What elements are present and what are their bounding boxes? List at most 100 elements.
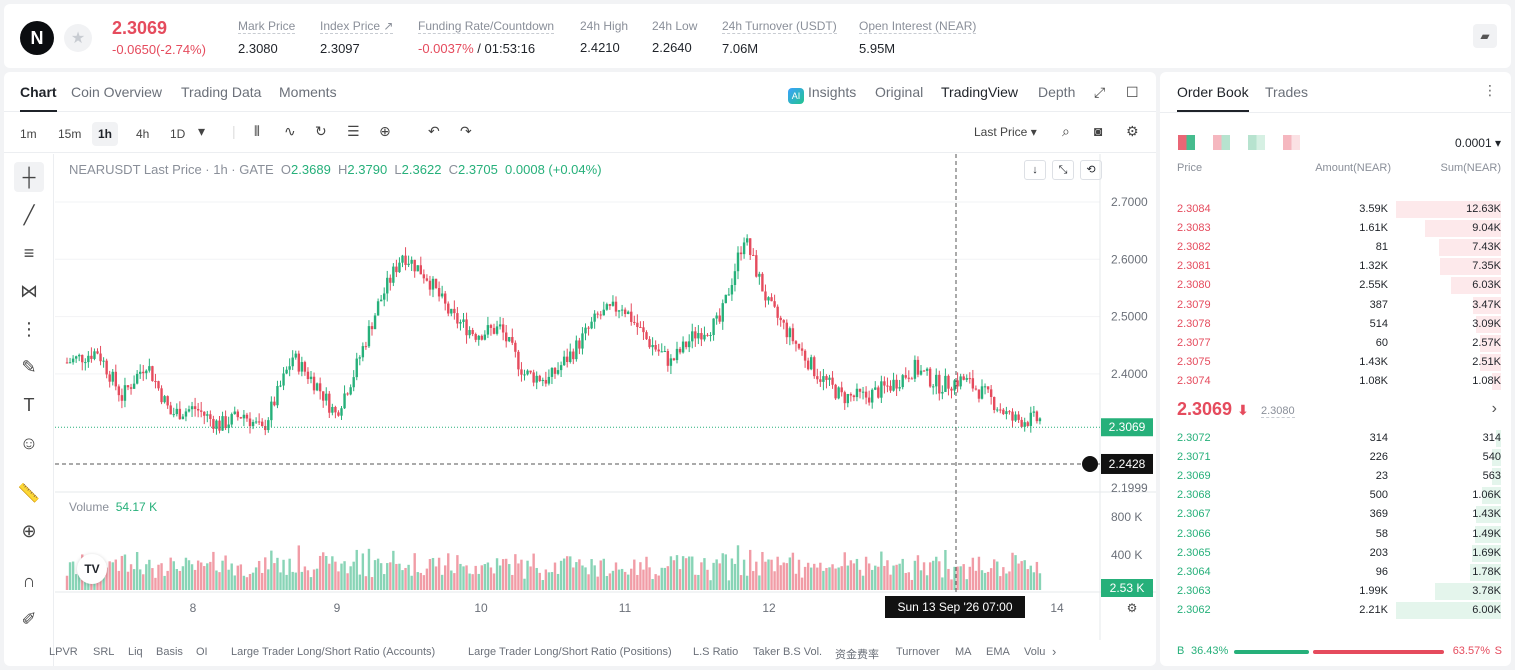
chart-area[interactable]: 2.7000 2.6000 2.5000 2.4000 2.1999 800 K 400 K… bbox=[49, 154, 1156, 666]
redo-icon[interactable]: ↷ bbox=[460, 123, 472, 139]
add-alert-icon[interactable]: ⊕ bbox=[379, 123, 391, 139]
bid-row[interactable]: 2.3068 500 1.06K bbox=[1160, 486, 1511, 505]
tab-trades[interactable]: Trades bbox=[1265, 84, 1309, 100]
bid-row[interactable]: 2.3067 369 1.43K bbox=[1160, 505, 1511, 524]
ask-row[interactable]: 2.3080 2.55K 6.03K bbox=[1160, 276, 1511, 295]
refresh-icon[interactable]: ⟲ bbox=[1080, 160, 1102, 180]
lock-icon[interactable]: ✐ bbox=[21, 608, 37, 629]
timeframe-1m[interactable]: 1m bbox=[20, 127, 37, 141]
tab-moments[interactable]: Moments bbox=[279, 84, 337, 100]
bid-row[interactable]: 2.3069 23 563 bbox=[1160, 467, 1511, 486]
indicator-ema[interactable]: EMA bbox=[986, 646, 1010, 658]
bid-row[interactable]: 2.3063 1.99K 3.78K bbox=[1160, 582, 1511, 601]
pattern-icon[interactable]: ⋈ bbox=[20, 280, 38, 301]
undo-icon[interactable]: ↶ bbox=[428, 123, 440, 139]
indicator-basis[interactable]: Basis bbox=[156, 646, 183, 658]
ask-row[interactable]: 2.3084 3.59K 12.63K bbox=[1160, 200, 1511, 219]
view-bids-icon[interactable] bbox=[1248, 135, 1265, 150]
ob-amount: 314 bbox=[1369, 432, 1388, 444]
ask-row[interactable]: 2.3079 387 3.47K bbox=[1160, 296, 1511, 315]
precision-select[interactable]: 0.0001 ▾ bbox=[1454, 136, 1501, 150]
insights-button[interactable]: AI Insights bbox=[788, 84, 856, 104]
ask-row[interactable]: 2.3081 1.32K 7.35K bbox=[1160, 257, 1511, 276]
favorite-star-icon[interactable]: ★ bbox=[64, 24, 92, 52]
indicator-ls-accounts[interactable]: Large Trader Long/Short Ratio (Accounts) bbox=[231, 646, 436, 658]
bid-row[interactable]: 2.3072 314 314 bbox=[1160, 429, 1511, 448]
brush-icon[interactable]: ✎ bbox=[21, 356, 37, 377]
expand-icon[interactable]: ⤢ bbox=[1094, 84, 1106, 100]
indicator-turnover[interactable]: Turnover bbox=[896, 646, 940, 658]
candle-type-icon[interactable]: ⫴ bbox=[254, 123, 260, 139]
bid-row[interactable]: 2.3066 58 1.49K bbox=[1160, 525, 1511, 544]
candle-body bbox=[877, 387, 880, 398]
crosshair-icon[interactable]: ┼ bbox=[14, 162, 44, 192]
indicator-liq[interactable]: Liq bbox=[128, 646, 143, 658]
volume-bar bbox=[437, 557, 441, 590]
bid-row[interactable]: 2.3071 226 540 bbox=[1160, 448, 1511, 467]
ruler-icon[interactable]: 📏 bbox=[17, 482, 41, 503]
indicators-icon[interactable]: ∿ bbox=[284, 123, 296, 139]
candle-body bbox=[236, 411, 239, 418]
indicator-taker-vol[interactable]: Taker B.S Vol. bbox=[753, 646, 823, 658]
view-tradingview[interactable]: TradingView bbox=[941, 84, 1019, 100]
bid-row[interactable]: 2.3064 96 1.78K bbox=[1160, 563, 1511, 582]
stat-funding-rate[interactable]: Funding Rate/Countdown -0.0037% / 01:53:… bbox=[418, 18, 555, 56]
compare-icon[interactable]: ↻ bbox=[315, 123, 327, 139]
candle-body bbox=[709, 335, 712, 337]
window-icon[interactable]: ☐ bbox=[1126, 84, 1139, 100]
tab-chart[interactable]: Chart bbox=[20, 84, 57, 112]
indicator-oi[interactable]: OI bbox=[196, 646, 208, 658]
timeframe-4h[interactable]: 4h bbox=[136, 127, 150, 141]
bid-row[interactable]: 2.3065 203 1.69K bbox=[1160, 544, 1511, 563]
camera-icon[interactable]: ◙ bbox=[1094, 123, 1103, 139]
timeframe-15m[interactable]: 15m bbox=[58, 127, 82, 141]
ask-row[interactable]: 2.3074 1.08K 1.08K bbox=[1160, 372, 1511, 391]
text-icon[interactable]: T bbox=[23, 394, 35, 415]
trend-line-icon[interactable]: ╱ bbox=[23, 204, 35, 225]
settings-gear-icon[interactable]: ⚙ bbox=[1126, 123, 1139, 139]
view-asks-icon[interactable] bbox=[1283, 135, 1300, 150]
indicator-ls-ratio[interactable]: L.S Ratio bbox=[693, 646, 739, 658]
view-split-icon[interactable] bbox=[1213, 135, 1230, 150]
stat-index-price[interactable]: Index Price ↗ 2.3097 bbox=[320, 18, 394, 56]
candle-body bbox=[831, 377, 834, 385]
price-type-select[interactable]: Last Price ▾ bbox=[974, 125, 1037, 139]
indicator-funding-rate[interactable]: 资金费率 bbox=[835, 649, 879, 661]
price-chart-svg[interactable]: 2.7000 2.6000 2.5000 2.4000 2.1999 800 K 400 K… bbox=[55, 154, 1156, 640]
more-menu-icon[interactable]: ⋮ bbox=[1483, 82, 1497, 98]
ask-row[interactable]: 2.3077 60 2.57K bbox=[1160, 334, 1511, 353]
ask-row[interactable]: 2.3078 514 3.09K bbox=[1160, 315, 1511, 334]
indicator-volume[interactable]: Volu bbox=[1024, 646, 1046, 658]
candle-body bbox=[248, 418, 252, 427]
timeframe-1h[interactable]: 1h bbox=[92, 122, 119, 146]
fib-icon[interactable]: ⋮ bbox=[20, 318, 38, 339]
chevron-right-icon[interactable]: › bbox=[1052, 644, 1057, 659]
ask-row[interactable]: 2.3082 81 7.43K bbox=[1160, 238, 1511, 257]
indicator-ma[interactable]: MA bbox=[955, 646, 972, 658]
volume-bar bbox=[111, 562, 114, 590]
zoom-in-icon[interactable]: ⊕ bbox=[21, 520, 37, 541]
scroll-down-icon[interactable]: ↓ bbox=[1024, 160, 1046, 180]
guide-book-icon[interactable]: ▰ bbox=[1473, 24, 1497, 48]
ask-row[interactable]: 2.3075 1.43K 2.51K bbox=[1160, 353, 1511, 372]
magnet-icon[interactable]: ∩ bbox=[22, 570, 36, 591]
indicator-ls-positions[interactable]: Large Trader Long/Short Ratio (Positions… bbox=[468, 646, 672, 658]
indicator-srl[interactable]: SRL bbox=[93, 646, 115, 658]
timeframe-dropdown-icon[interactable]: ▾ bbox=[198, 123, 206, 139]
chevron-right-icon[interactable]: › bbox=[1491, 400, 1497, 417]
view-original[interactable]: Original bbox=[875, 84, 924, 100]
emoji-icon[interactable]: ☺ bbox=[19, 432, 39, 453]
indicator-lpvr[interactable]: LPVR bbox=[49, 646, 78, 658]
tab-trading-data[interactable]: Trading Data bbox=[181, 84, 262, 100]
horizontal-lines-icon[interactable]: ≡ bbox=[23, 242, 35, 263]
tab-coin-overview[interactable]: Coin Overview bbox=[71, 84, 163, 100]
tab-order-book[interactable]: Order Book bbox=[1163, 84, 1263, 112]
bid-row[interactable]: 2.3062 2.21K 6.00K bbox=[1160, 601, 1511, 620]
collapse-icon[interactable]: ⤡ bbox=[1052, 160, 1074, 180]
templates-icon[interactable]: ☰ bbox=[347, 123, 360, 139]
view-both-icon[interactable] bbox=[1178, 135, 1195, 150]
view-depth[interactable]: Depth bbox=[1038, 84, 1076, 100]
timeframe-1d[interactable]: 1D bbox=[170, 127, 186, 141]
search-icon[interactable]: ⌕ bbox=[1062, 123, 1070, 139]
ask-row[interactable]: 2.3083 1.61K 9.04K bbox=[1160, 219, 1511, 238]
